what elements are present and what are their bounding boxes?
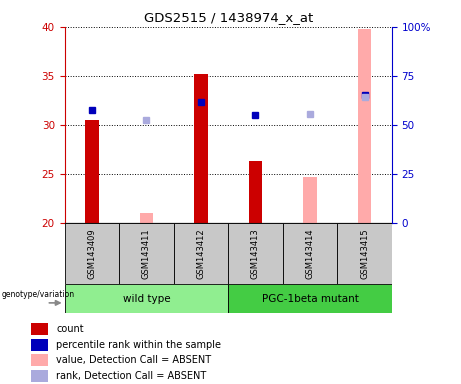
Text: percentile rank within the sample: percentile rank within the sample	[56, 339, 221, 349]
Bar	[31, 354, 48, 366]
Text: GSM143409: GSM143409	[87, 228, 96, 279]
Bar	[303, 177, 317, 223]
Bar	[31, 370, 48, 382]
Text: rank, Detection Call = ABSENT: rank, Detection Call = ABSENT	[56, 371, 207, 381]
Bar	[228, 223, 283, 284]
Text: PGC-1beta mutant: PGC-1beta mutant	[261, 293, 359, 304]
Bar	[248, 161, 262, 223]
Text: genotype/variation: genotype/variation	[1, 290, 74, 299]
Title: GDS2515 / 1438974_x_at: GDS2515 / 1438974_x_at	[143, 11, 313, 24]
Text: GSM143411: GSM143411	[142, 228, 151, 279]
Bar	[228, 284, 392, 313]
Bar	[65, 223, 119, 284]
Text: wild type: wild type	[123, 293, 170, 304]
Text: GSM143415: GSM143415	[360, 228, 369, 279]
Text: value, Detection Call = ABSENT: value, Detection Call = ABSENT	[56, 355, 211, 365]
Bar	[85, 120, 99, 223]
Text: GSM143413: GSM143413	[251, 228, 260, 279]
Bar	[174, 223, 228, 284]
Text: GSM143412: GSM143412	[196, 228, 206, 279]
Text: count: count	[56, 324, 84, 334]
Text: GSM143414: GSM143414	[306, 228, 314, 279]
Bar	[337, 223, 392, 284]
Bar	[31, 339, 48, 351]
Bar	[283, 223, 337, 284]
Bar	[358, 29, 372, 223]
Bar	[194, 74, 208, 223]
Bar	[119, 223, 174, 284]
Bar	[65, 284, 228, 313]
Bar	[31, 323, 48, 335]
Bar	[140, 213, 153, 223]
